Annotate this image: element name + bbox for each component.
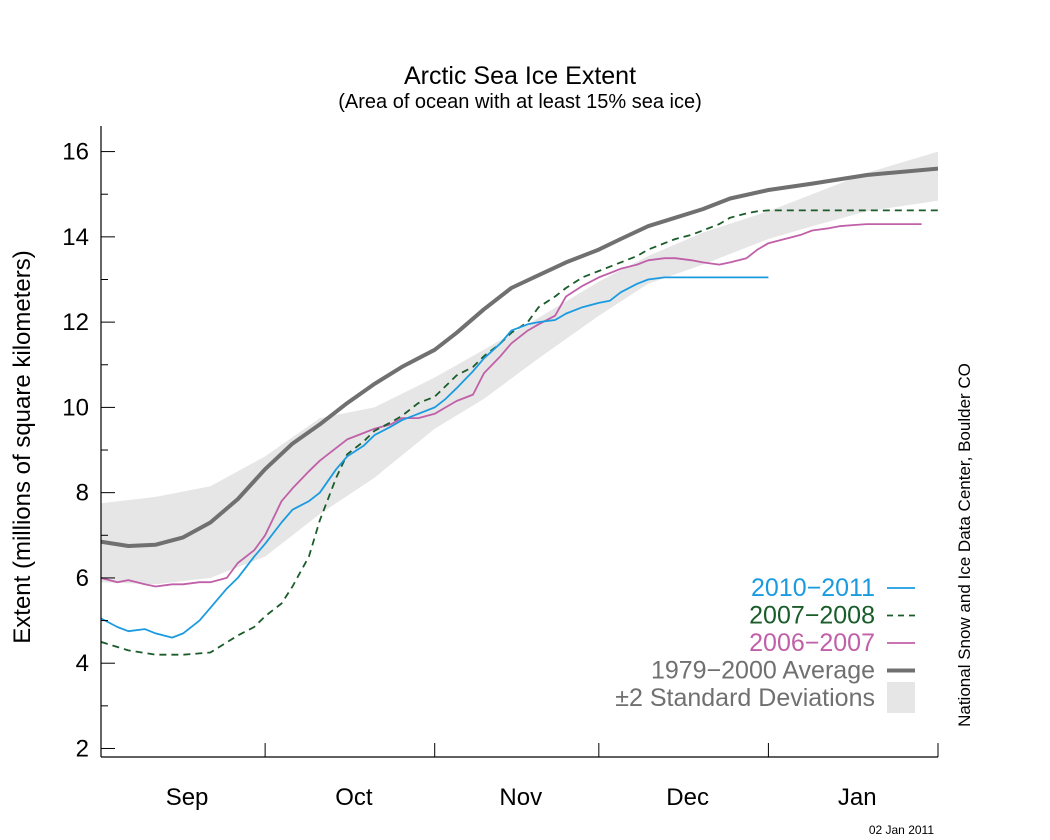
x-tick-label-dec: Dec bbox=[666, 784, 709, 811]
y-tick-label: 6 bbox=[76, 565, 89, 592]
date-stamp: 02 Jan 2011 bbox=[869, 823, 934, 837]
credit-text: National Snow and Ice Data Center, Bould… bbox=[955, 363, 974, 727]
x-tick-label-nov: Nov bbox=[499, 784, 542, 811]
series-line-2010-2011 bbox=[101, 276, 769, 639]
y-tick-label: 16 bbox=[62, 139, 89, 166]
legend-item: 2006−2007 bbox=[749, 629, 915, 657]
series-line-2006-2007 bbox=[101, 223, 922, 588]
legend-swatch bbox=[887, 682, 915, 713]
legend-label: 2007−2008 bbox=[749, 602, 875, 630]
x-tick-label-jan: Jan bbox=[838, 784, 877, 811]
y-tick-label: 4 bbox=[76, 650, 89, 677]
legend-label: 2010−2011 bbox=[751, 574, 875, 602]
legend-item: 2007−2008 bbox=[749, 602, 915, 630]
y-tick-label: 14 bbox=[62, 224, 89, 251]
x-tick-label-sep: Sep bbox=[166, 784, 209, 811]
axes: 2 4 6 8 10 12 14 16 Sep Oct Nov Dec Jan bbox=[62, 126, 939, 811]
legend-item: 2010−2011 bbox=[751, 574, 915, 602]
y-tick-label: 8 bbox=[76, 480, 89, 507]
legend-label: 2006−2007 bbox=[749, 629, 875, 657]
y-tick-label: 10 bbox=[62, 394, 89, 421]
legend-item: 1979−2000 Average bbox=[651, 657, 915, 685]
x-tick-label-oct: Oct bbox=[335, 784, 373, 811]
legend-label: ±2 Standard Deviations bbox=[615, 684, 875, 712]
series-line-2007-2008 bbox=[101, 209, 938, 656]
legend-item: ±2 Standard Deviations bbox=[615, 682, 915, 713]
chart-title: Arctic Sea Ice Extent bbox=[404, 62, 636, 90]
y-tick-label: 12 bbox=[62, 309, 89, 336]
y-tick-label: 2 bbox=[76, 735, 89, 762]
series-line-1979-2000-average bbox=[101, 166, 938, 548]
legend-label: 1979−2000 Average bbox=[651, 657, 875, 685]
y-axis-label: Extent (millions of square kilometers) bbox=[9, 250, 36, 643]
plot-area bbox=[101, 151, 938, 656]
chart-subtitle: (Area of ocean with at least 15% sea ice… bbox=[338, 91, 702, 113]
std-dev-band bbox=[101, 151, 938, 585]
